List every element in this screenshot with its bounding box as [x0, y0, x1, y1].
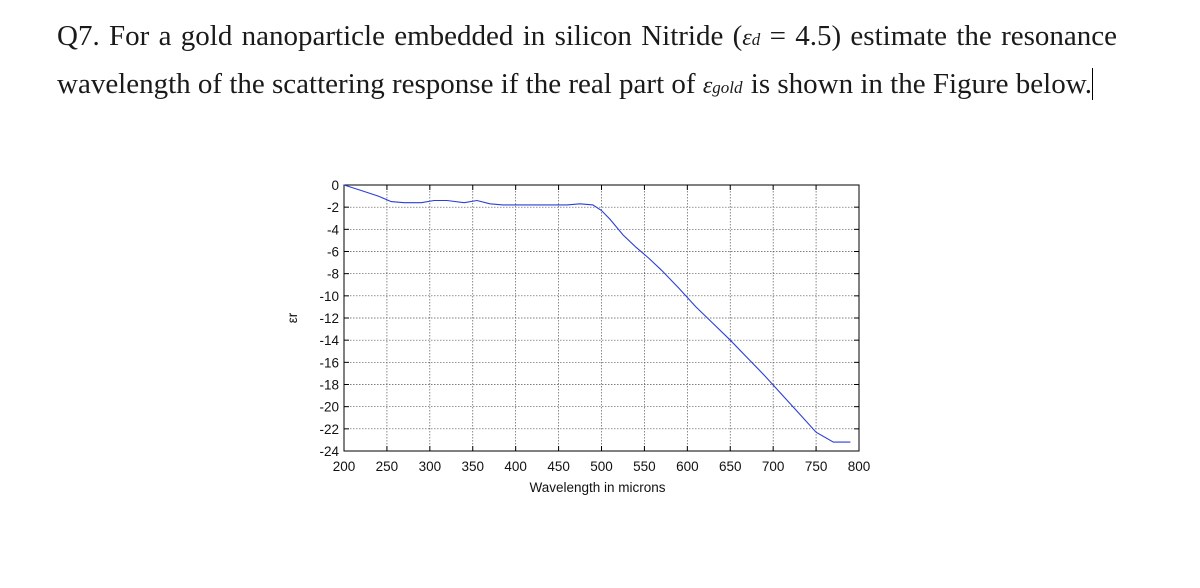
- x-tick-label: 600: [676, 459, 699, 474]
- y-axis-label: εr: [285, 312, 300, 323]
- x-tick-label: 350: [461, 459, 484, 474]
- x-tick-label: 400: [504, 459, 527, 474]
- question-text-middle: = 4.5) estimate the resonance wavelength…: [57, 20, 1118, 100]
- x-tick-label: 250: [376, 459, 399, 474]
- chart-grid: [343, 184, 860, 452]
- y-tick-label: -14: [319, 333, 339, 348]
- y-tick-label: -20: [319, 400, 339, 415]
- y-tick-label: -8: [327, 267, 339, 282]
- y-tick-label: -2: [327, 200, 339, 215]
- x-tick-label: 300: [419, 459, 442, 474]
- series-line: [343, 184, 851, 443]
- x-tick-label: 750: [805, 459, 828, 474]
- y-tick-label: -6: [327, 245, 339, 260]
- y-tick-labels: 0 -2 -4 -6 -8 -10 -12 -14 -16 -18 -20 -22 -24: [319, 178, 339, 459]
- question-text-after: is shown in the Figure below.: [743, 68, 1094, 100]
- y-tick-label: -4: [327, 222, 339, 237]
- x-tick-label: 800: [848, 459, 871, 474]
- x-tick-label: 650: [719, 459, 742, 474]
- epsilon-d-subscript: d: [751, 30, 761, 49]
- y-tick-label: -16: [319, 355, 339, 370]
- x-tick-label: 450: [547, 459, 570, 474]
- x-tick-label: 200: [333, 459, 356, 474]
- question-number: Q7.: [57, 20, 100, 52]
- y-tick-label: -12: [319, 311, 339, 326]
- y-tick-label: 0: [331, 178, 339, 193]
- y-tick-label: -24: [319, 444, 339, 459]
- epsilon-gold-symbol: ε: [702, 73, 713, 99]
- x-tick-labels: 200 250 300 350 400 450 500 550 600 650 700 750 800: [333, 459, 871, 474]
- x-tick-label: 700: [762, 459, 785, 474]
- epsilon-d-symbol: ε: [742, 25, 752, 51]
- x-axis-label: Wavelength in microns: [529, 480, 665, 495]
- plot-frame: [343, 184, 860, 452]
- y-tick-label: -10: [319, 289, 339, 304]
- y-tick-label: -18: [319, 378, 339, 393]
- y-tick-label: -22: [319, 422, 339, 437]
- question-text-before: For a gold nanoparticle embedded in sili…: [109, 20, 743, 52]
- question-text: Q7. For a gold nanoparticle embedded in …: [57, 14, 1117, 110]
- x-tick-label: 500: [590, 459, 613, 474]
- x-tick-label: 550: [633, 459, 656, 474]
- epsilon-gold-subscript: gold: [712, 78, 743, 97]
